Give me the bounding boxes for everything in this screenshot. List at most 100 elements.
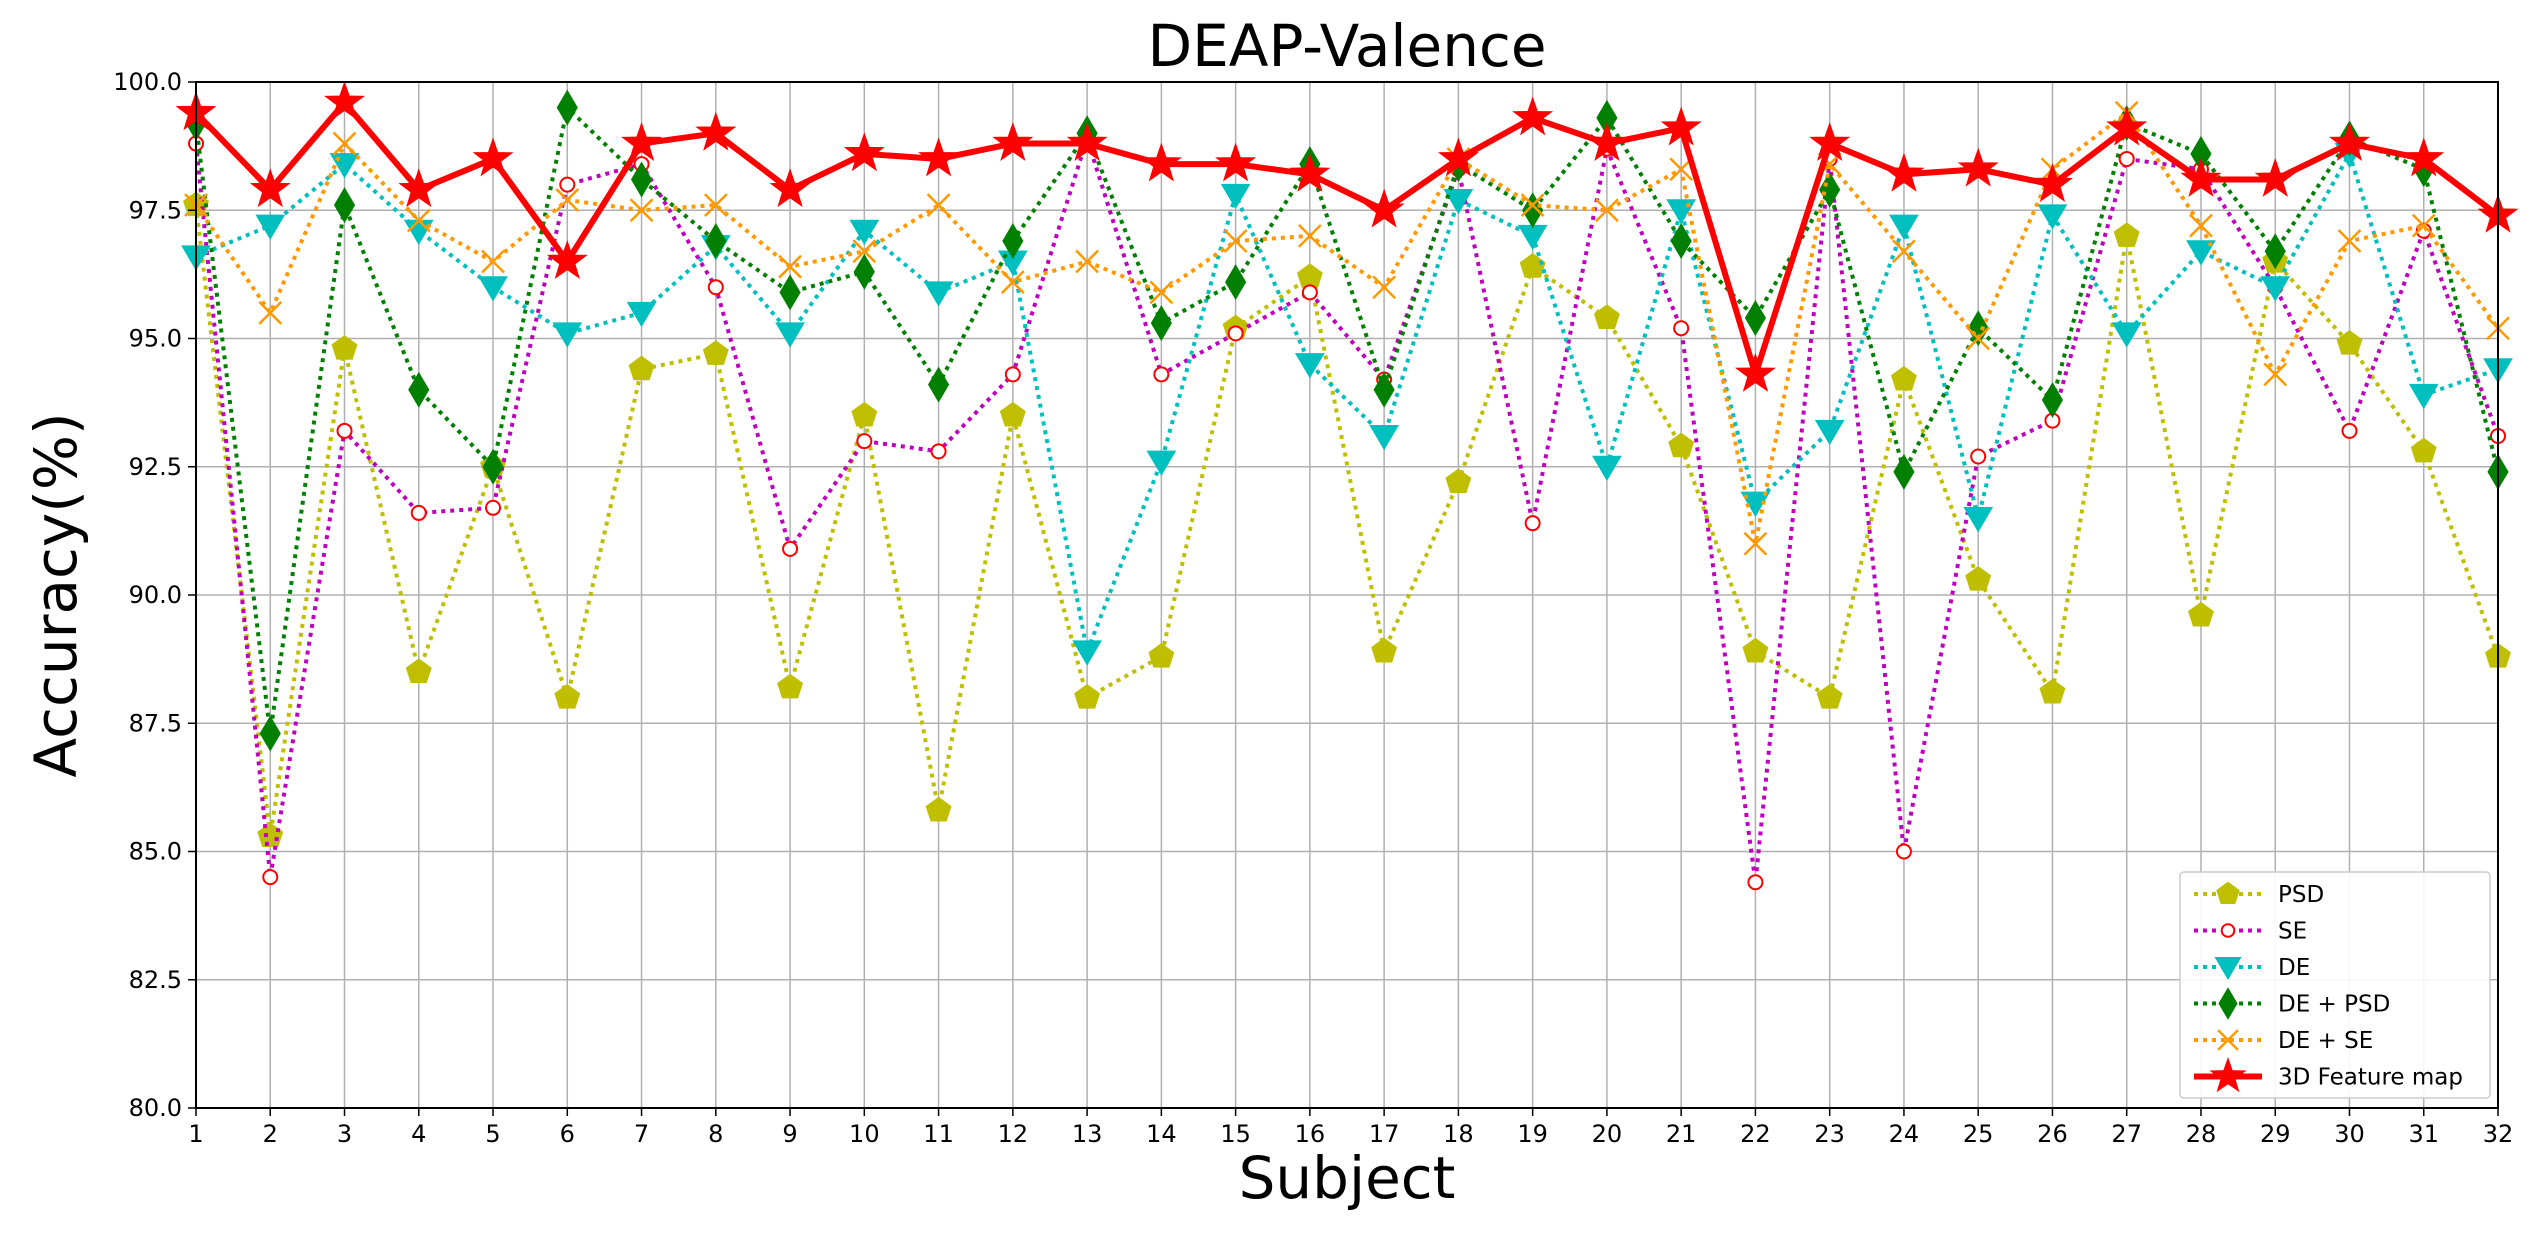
data-point (2410, 437, 2437, 463)
data-point (1002, 223, 1024, 260)
x-tick-label: 16 (1295, 1120, 1326, 1148)
data-point (1289, 152, 1331, 192)
x-tick-label: 27 (2111, 1120, 2142, 1148)
data-point (1670, 223, 1692, 260)
data-point (1075, 249, 1099, 274)
x-tick-label: 2 (263, 1120, 278, 1148)
data-point (703, 193, 728, 218)
series-line (193, 99, 2500, 378)
data-point (333, 187, 356, 224)
data-point (1301, 284, 1318, 301)
data-point (1227, 325, 1244, 342)
x-tick-label: 1 (188, 1120, 203, 1148)
data-point (324, 80, 365, 120)
data-point (629, 198, 654, 223)
data-point (1668, 432, 1695, 458)
data-point (926, 193, 951, 218)
data-point (406, 208, 431, 233)
data-point (630, 161, 653, 198)
data-point (2039, 678, 2066, 704)
data-point (930, 443, 947, 460)
data-point (628, 355, 655, 381)
data-point (1816, 683, 1843, 709)
data-point (398, 168, 440, 208)
x-tick-label: 17 (1369, 1120, 1400, 1148)
data-point (626, 301, 657, 328)
x-tick-label: 30 (2334, 1120, 2365, 1148)
y-tick-label: 87.5 (129, 709, 182, 737)
data-point (2041, 382, 2064, 419)
x-tick-label: 5 (485, 1120, 500, 1148)
data-point (556, 89, 578, 126)
data-point (1512, 96, 1554, 136)
data-point (1744, 299, 1766, 336)
data-point (1000, 270, 1025, 294)
data-point (702, 340, 729, 365)
data-point (1809, 122, 1851, 161)
data-point (331, 335, 358, 360)
data-point (1437, 137, 1479, 177)
data-point (1223, 229, 1248, 253)
series-de (181, 142, 2513, 666)
data-point (1150, 305, 1172, 342)
data-point (1294, 353, 1325, 379)
data-point (1895, 843, 1912, 860)
data-point (1893, 453, 1915, 490)
data-point (1593, 304, 1620, 329)
data-point (2180, 157, 2222, 197)
data-point (1153, 366, 1170, 383)
data-point (775, 322, 805, 348)
x-tick-label: 12 (998, 1120, 1029, 1148)
data-point (1734, 352, 1776, 392)
x-tick-label: 4 (411, 1120, 426, 1148)
data-point (1443, 188, 1474, 215)
x-tick-label: 32 (2483, 1120, 2514, 1148)
data-point (2037, 204, 2068, 230)
ticks: 1 2 3 4 5 6 7 8 9 10 11 12 13 14 15 16 17 18 19 20 21 22 23 24 2… (113, 68, 2513, 1148)
data-point (2336, 330, 2363, 355)
x-tick-label: 31 (2408, 1120, 2439, 1148)
legend-marker (2218, 987, 2238, 1020)
data-point (1297, 224, 1322, 248)
data-point (332, 131, 357, 156)
data-point (555, 188, 580, 212)
data-point (472, 137, 514, 177)
y-tick-label: 90.0 (129, 581, 182, 609)
y-tick-label: 85.0 (129, 838, 182, 866)
data-point (559, 176, 576, 193)
data-point (262, 869, 279, 886)
legend-entry: DE + PSD (2194, 987, 2390, 1020)
x-tick-label: 9 (782, 1120, 797, 1148)
data-point (1595, 198, 1619, 223)
y-tick-label: 80.0 (129, 1094, 182, 1122)
data-point (707, 279, 724, 296)
data-point (1747, 874, 1764, 891)
data-point (1146, 450, 1177, 476)
data-point (1372, 275, 1397, 300)
data-point (1890, 365, 1917, 391)
legend-entry: PSD (2194, 881, 2324, 908)
data-point (2111, 322, 2142, 348)
series-3d-feature-map (175, 80, 2519, 392)
data-point (1742, 637, 1769, 663)
data-point (779, 274, 801, 311)
data-point (1225, 264, 1247, 301)
data-point (554, 683, 581, 709)
data-point (769, 168, 811, 208)
data-point (249, 168, 291, 208)
data-point (1970, 448, 1987, 465)
data-point (1215, 142, 1257, 182)
data-point (2118, 150, 2135, 167)
data-point (2188, 601, 2214, 627)
data-point (2264, 233, 2286, 270)
data-point (259, 715, 281, 752)
data-point (856, 433, 873, 450)
x-tick-label: 14 (1146, 1120, 1177, 1148)
x-tick-label: 3 (337, 1120, 352, 1148)
data-point (999, 401, 1026, 427)
legend-marker (2220, 923, 2236, 938)
data-point (410, 504, 427, 521)
data-point (923, 281, 954, 307)
